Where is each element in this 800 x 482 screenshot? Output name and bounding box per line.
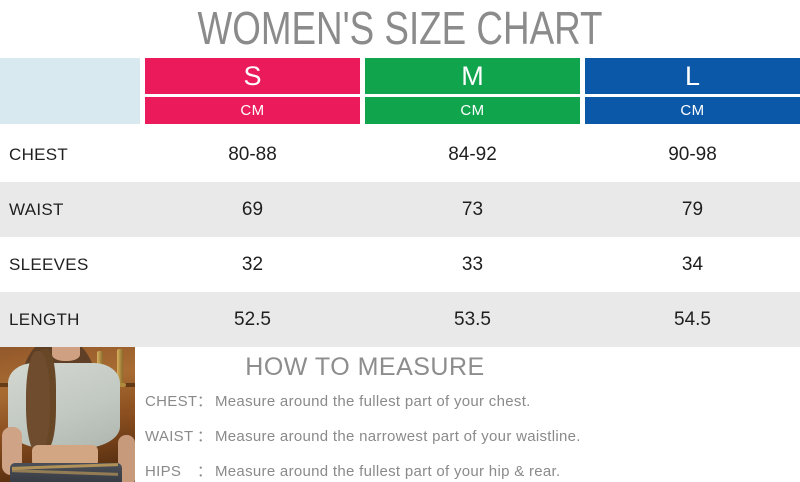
how-to-measure-section: HOW TO MEASURE CHEST： Measure around the … xyxy=(0,347,800,482)
measure-label: WAIST xyxy=(145,428,194,445)
table-row-chest: CHEST 80-88 84-92 90-98 xyxy=(0,127,800,182)
row-label: CHEST xyxy=(9,144,69,164)
measure-line-waist: WAIST： Measure around the narrowest part … xyxy=(135,425,800,446)
cell-value: 79 xyxy=(681,198,704,220)
cell-value: 54.5 xyxy=(674,308,711,330)
page-title: WOMEN'S SIZE CHART xyxy=(197,2,603,54)
photo-tshirt-shape xyxy=(8,363,120,449)
unit-cell-m: CM xyxy=(365,97,580,124)
measure-label: HIPS xyxy=(145,463,182,480)
row-label: SLEEVES xyxy=(9,254,89,274)
cell-value: 84-92 xyxy=(448,143,497,165)
measure-colon: ： xyxy=(197,428,213,445)
table-row-length: LENGTH 52.5 53.5 54.5 xyxy=(0,292,800,347)
cell-value: 73 xyxy=(461,198,484,220)
cell-value: 90-98 xyxy=(668,143,717,165)
cell-value: 69 xyxy=(241,198,264,220)
measure-line-hips: HIPS ： Measure around the fullest part of … xyxy=(135,460,800,481)
row-label: WAIST xyxy=(9,199,64,219)
size-header-s: S xyxy=(145,58,360,94)
measure-title: HOW TO MEASURE xyxy=(245,353,485,381)
table-row-sleeves: SLEEVES 32 33 34 xyxy=(0,237,800,292)
photo-hair-strand-shape xyxy=(26,351,50,453)
candlestick-shape xyxy=(114,349,126,387)
blank-header-cell xyxy=(0,58,140,124)
measure-colon: ： xyxy=(197,393,213,410)
cell-value: 34 xyxy=(681,253,704,275)
measure-line-chest: CHEST： Measure around the fullest part of… xyxy=(135,390,800,411)
photo-midriff-shape xyxy=(32,445,98,467)
photo-face-shape xyxy=(52,347,80,361)
row-label: LENGTH xyxy=(9,309,80,329)
size-table-header: S M L CM CM CM xyxy=(0,58,800,124)
measure-text: Measure around the narrowest part of you… xyxy=(215,428,581,445)
photo-arm-shape xyxy=(118,435,135,482)
measure-text: Measure around the fullest part of your … xyxy=(215,463,561,480)
measure-instructions: HOW TO MEASURE CHEST： Measure around the … xyxy=(135,347,800,482)
cell-value: 33 xyxy=(461,253,484,275)
cell-value: 80-88 xyxy=(228,143,277,165)
unit-cell-l: CM xyxy=(585,97,800,124)
cell-value: 32 xyxy=(241,253,264,275)
size-header-m: M xyxy=(365,58,580,94)
unit-cell-s: CM xyxy=(145,97,360,124)
table-row-waist: WAIST 69 73 79 xyxy=(0,182,800,237)
cell-value: 53.5 xyxy=(454,308,491,330)
size-header-l: L xyxy=(585,58,800,94)
size-table-body: CHEST 80-88 84-92 90-98 WAIST 69 73 79 S… xyxy=(0,127,800,347)
measure-text: Measure around the fullest part of your … xyxy=(215,393,531,410)
model-photo xyxy=(0,347,135,482)
cell-value: 52.5 xyxy=(234,308,271,330)
measure-colon: ： xyxy=(197,463,213,480)
measure-label: CHEST xyxy=(145,393,198,410)
